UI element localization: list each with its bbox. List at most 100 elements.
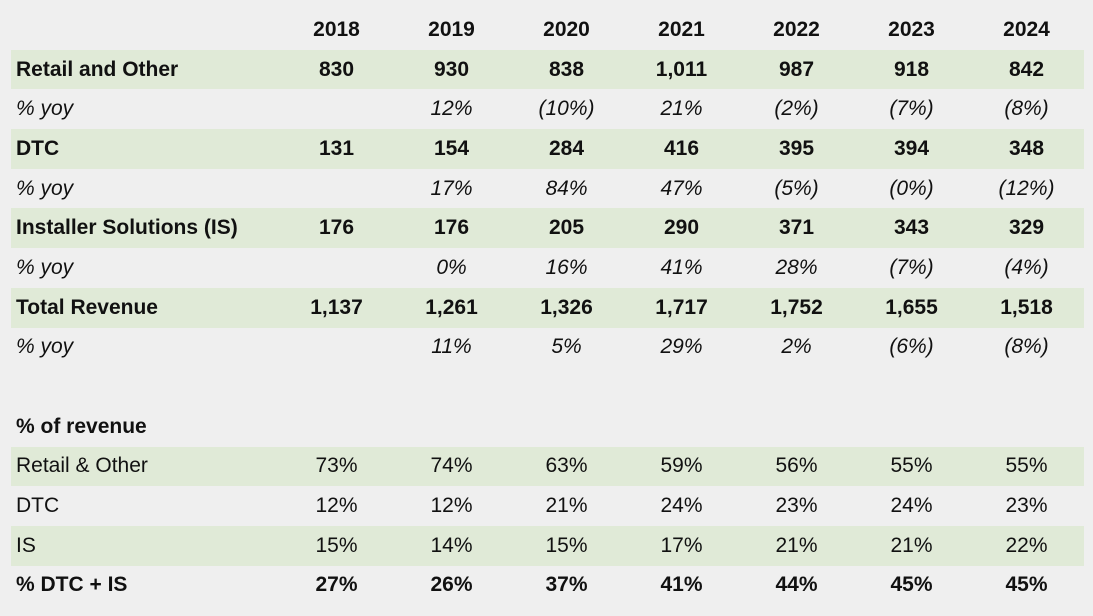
table-row: % of revenue: [11, 407, 1084, 447]
value-cell: 329: [969, 208, 1084, 249]
value-cell: 41%: [660, 573, 703, 597]
value-cell: 44%: [775, 573, 818, 597]
value-cell: 1,326: [509, 287, 624, 328]
row-label: DTC: [11, 129, 279, 169]
value-cell: [279, 248, 394, 288]
year-header: 2019: [428, 17, 475, 41]
value-cell: 371: [739, 208, 854, 249]
value-cell: 131: [279, 129, 394, 169]
value-cell: [624, 367, 739, 407]
value-cell: 22%: [969, 525, 1084, 566]
row-label: Retail & Other: [11, 446, 279, 487]
table-row: DTC 131 154 284 416 395 394 348: [11, 129, 1084, 169]
value-cell: [854, 367, 969, 407]
table-row: Retail & Other 73% 74% 63% 59% 56% 55% 55%: [11, 446, 1084, 487]
value-cell: 55%: [969, 446, 1084, 487]
value-cell: [739, 367, 854, 407]
value-cell: 11%: [431, 335, 472, 359]
value-cell: 45%: [890, 573, 933, 597]
value-cell: [509, 407, 624, 447]
value-cell: 37%: [545, 573, 588, 597]
row-label: % yoy: [16, 255, 74, 279]
value-cell: [854, 407, 969, 447]
revenue-table: 2018 2019 2020 2021 2022 2023 2024 Retail and …: [11, 10, 1084, 605]
value-cell: 56%: [739, 446, 854, 487]
value-cell: (0%): [889, 176, 934, 200]
value-cell: 23%: [775, 494, 818, 518]
value-cell: 1,655: [854, 287, 969, 328]
value-cell: 55%: [854, 446, 969, 487]
table-row: Retail and Other 830 930 838 1,011 987 918 842: [11, 49, 1084, 90]
table-row: % DTC + IS 27% 26% 37% 41% 44% 45% 45%: [11, 566, 1084, 606]
value-cell: 154: [394, 129, 509, 169]
table-row: % yoy 0% 16% 41% 28% (7%) (4%): [11, 248, 1084, 288]
value-cell: 1,752: [739, 287, 854, 328]
value-cell: (8%): [1004, 335, 1049, 359]
value-cell: 84%: [545, 176, 588, 200]
value-cell: 830: [279, 49, 394, 90]
value-cell: 838: [509, 49, 624, 90]
value-cell: 74%: [394, 446, 509, 487]
year-header: 2021: [658, 17, 705, 41]
header-row: 2018 2019 2020 2021 2022 2023 2024: [11, 10, 1084, 50]
value-cell: 23%: [1005, 494, 1048, 518]
value-cell: [624, 407, 739, 447]
value-cell: [279, 89, 394, 129]
value-cell: [509, 367, 624, 407]
value-cell: 63%: [509, 446, 624, 487]
value-cell: 348: [969, 129, 1084, 169]
value-cell: 284: [509, 129, 624, 169]
value-cell: 1,261: [394, 287, 509, 328]
value-cell: 24%: [890, 494, 933, 518]
value-cell: [969, 367, 1084, 407]
value-cell: 21%: [854, 525, 969, 566]
year-header: 2018: [313, 17, 360, 41]
value-cell: [739, 407, 854, 447]
value-cell: (7%): [889, 97, 934, 121]
value-cell: 5%: [551, 335, 582, 359]
value-cell: 17%: [430, 176, 473, 200]
value-cell: (12%): [998, 176, 1055, 200]
value-cell: 21%: [739, 525, 854, 566]
year-header: 2023: [888, 17, 935, 41]
value-cell: 176: [279, 208, 394, 249]
value-cell: (2%): [774, 97, 819, 121]
value-cell: 1,518: [969, 287, 1084, 328]
year-header: 2024: [1003, 17, 1050, 41]
value-cell: 394: [854, 129, 969, 169]
value-cell: 15%: [279, 525, 394, 566]
value-cell: 73%: [279, 446, 394, 487]
value-cell: [279, 367, 394, 407]
value-cell: 26%: [430, 573, 473, 597]
value-cell: [279, 328, 394, 368]
year-header: 2020: [543, 17, 590, 41]
value-cell: 290: [624, 208, 739, 249]
value-cell: 176: [394, 208, 509, 249]
value-cell: (4%): [1004, 255, 1049, 279]
value-cell: 16%: [545, 255, 588, 279]
value-cell: [279, 169, 394, 209]
value-cell: 987: [739, 49, 854, 90]
row-label: DTC: [16, 494, 60, 518]
value-cell: 27%: [315, 573, 358, 597]
value-cell: 47%: [660, 176, 703, 200]
table-row: % yoy 11% 5% 29% 2% (6%) (8%): [11, 328, 1084, 368]
value-cell: 15%: [509, 525, 624, 566]
value-cell: 17%: [624, 525, 739, 566]
value-cell: (5%): [774, 176, 819, 200]
row-label: IS: [11, 525, 279, 566]
value-cell: (10%): [538, 97, 595, 121]
value-cell: 918: [854, 49, 969, 90]
value-cell: 24%: [660, 494, 703, 518]
row-label: % DTC + IS: [16, 573, 128, 597]
row-label: Total Revenue: [11, 287, 279, 328]
header-label-cell: [11, 10, 279, 50]
value-cell: (8%): [1004, 97, 1049, 121]
value-cell: 2%: [781, 335, 812, 359]
table-row: % yoy 12% (10%) 21% (2%) (7%) (8%): [11, 89, 1084, 129]
value-cell: 29%: [660, 335, 703, 359]
value-cell: (7%): [889, 255, 934, 279]
value-cell: 14%: [394, 525, 509, 566]
value-cell: 1,137: [279, 287, 394, 328]
value-cell: [394, 367, 509, 407]
